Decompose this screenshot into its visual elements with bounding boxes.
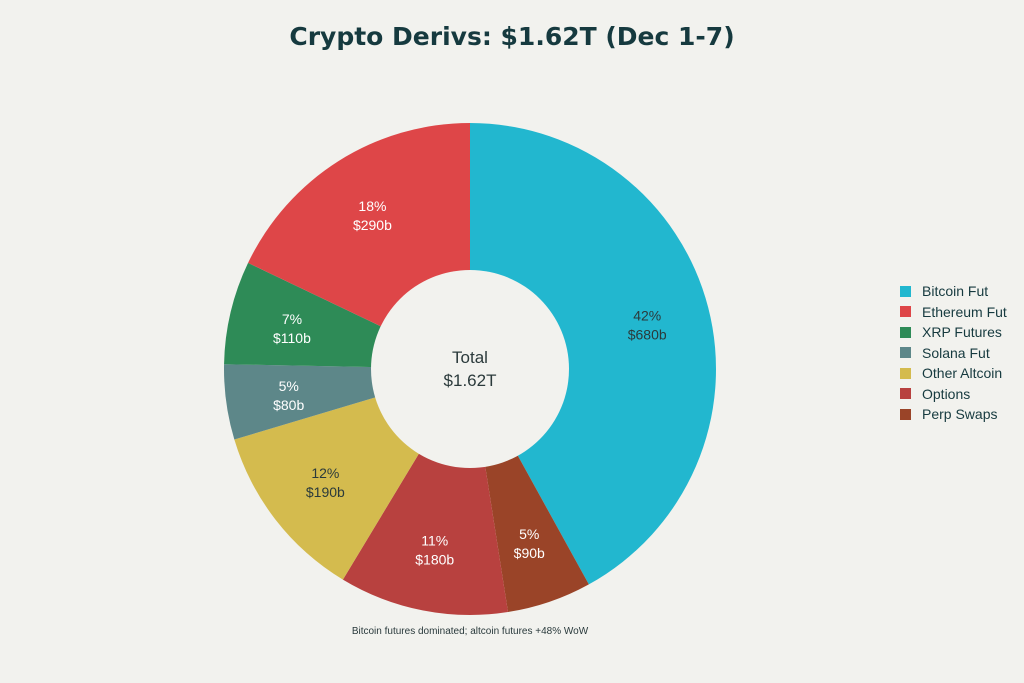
slice-percent-label: 18% <box>358 198 386 214</box>
slice-percent-label: 5% <box>519 526 539 542</box>
legend-label: Perp Swaps <box>922 406 998 423</box>
chart-title: Crypto Derivs: $1.62T (Dec 1-7) <box>289 22 735 51</box>
center-label-total: $1.62T <box>444 371 497 390</box>
legend-swatch <box>900 326 911 338</box>
legend-swatch <box>900 408 911 420</box>
legend-item-options[interactable]: Options <box>900 384 1007 405</box>
legend-label: Options <box>922 385 971 402</box>
slice-value-label: $80b <box>273 397 304 413</box>
slice-percent-label: 42% <box>633 307 661 323</box>
slice-value-label: $110b <box>273 330 311 346</box>
slice-value-label: $90b <box>514 545 545 561</box>
slice-bitcoin-fut[interactable] <box>470 123 716 585</box>
donut-hole <box>371 270 569 468</box>
slice-percent-label: 12% <box>311 465 339 481</box>
legend-label: Other Altcoin <box>922 365 1003 382</box>
slice-value-label: $180b <box>415 552 454 568</box>
legend-item-perp-swaps[interactable]: Perp Swaps <box>900 404 1007 425</box>
slice-percent-label: 11% <box>421 533 448 549</box>
legend-label: XRP Futures <box>922 324 1002 341</box>
slice-value-label: $680b <box>628 326 667 342</box>
legend-swatch <box>900 306 911 318</box>
slice-percent-label: 5% <box>279 378 299 394</box>
center-label-title: Total <box>452 348 488 367</box>
legend-item-xrp-futures[interactable]: XRP Futures <box>900 322 1007 343</box>
legend-label: Solana Fut <box>922 344 990 361</box>
slice-percent-label: 7% <box>282 311 302 327</box>
legend-swatch <box>900 367 911 379</box>
legend-label: Ethereum Fut <box>922 303 1007 320</box>
legend-item-ethereum-fut[interactable]: Ethereum Fut <box>900 302 1007 323</box>
chart-caption: Bitcoin futures dominated; altcoin futur… <box>351 626 589 637</box>
legend: Bitcoin Fut Ethereum Fut XRP Futures Solana… <box>900 281 1007 425</box>
legend-item-solana-fut[interactable]: Solana Fut <box>900 343 1007 364</box>
legend-item-other-altcoin[interactable]: Other Altcoin <box>900 363 1007 384</box>
legend-swatch <box>900 285 911 297</box>
slice-value-label: $290b <box>353 217 392 233</box>
legend-item-bitcoin-fut[interactable]: Bitcoin Fut <box>900 281 1007 302</box>
slice-value-label: $190b <box>306 484 345 500</box>
legend-swatch <box>900 347 911 359</box>
legend-swatch <box>900 388 911 400</box>
legend-label: Bitcoin Fut <box>922 283 989 300</box>
